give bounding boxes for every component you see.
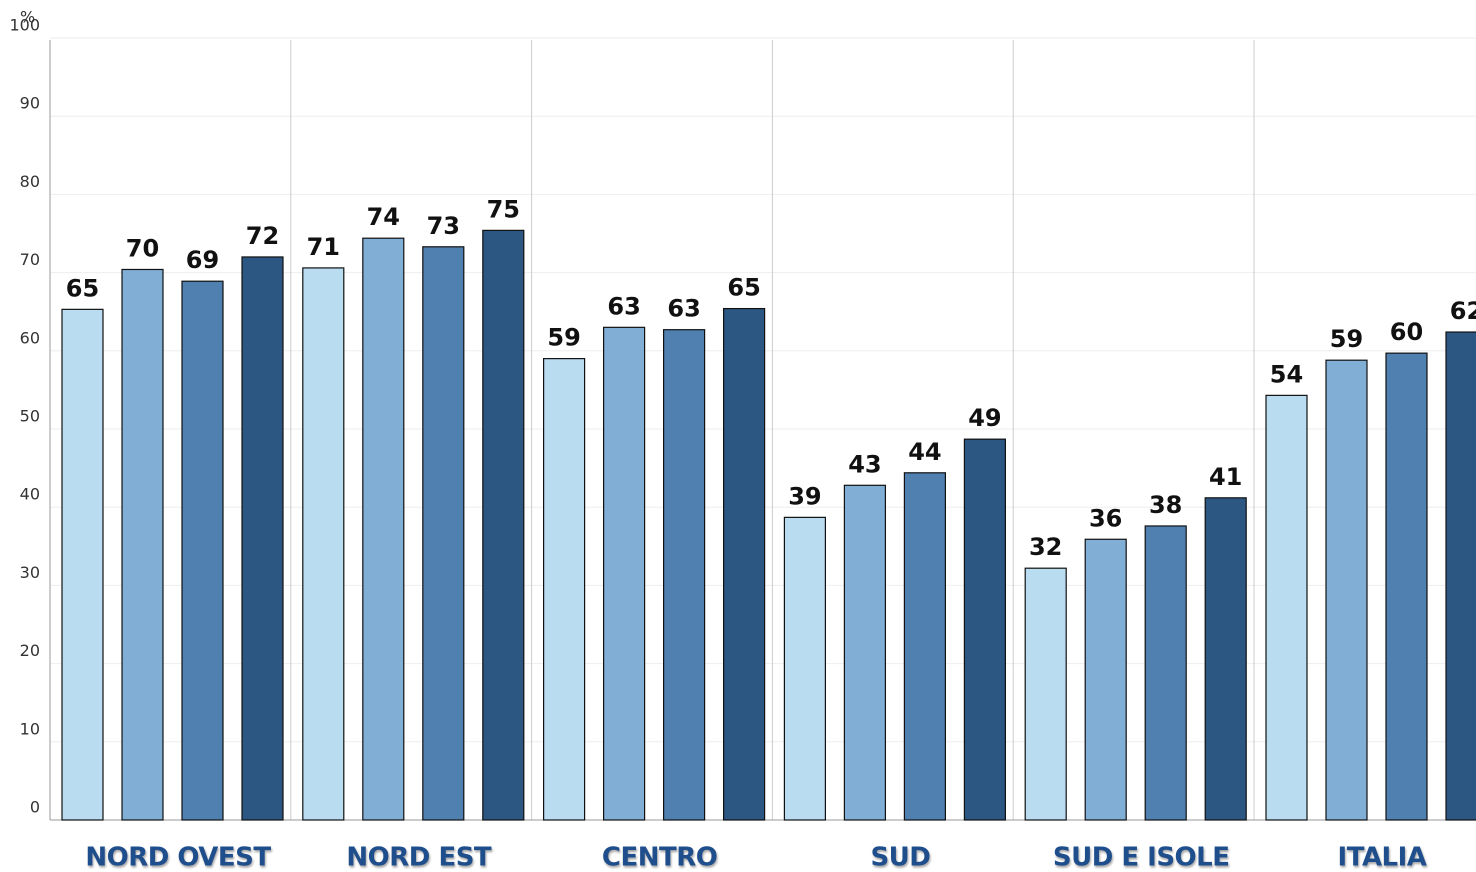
bar: [662, 329, 706, 821]
bar: [121, 268, 164, 821]
bar: [1084, 538, 1127, 821]
bar: [241, 256, 284, 821]
bar: [181, 280, 224, 821]
value-label: 60: [1390, 318, 1423, 346]
value-label: 74: [367, 203, 400, 231]
value-label: 59: [547, 324, 580, 352]
x-tick-label: SUD: [870, 843, 930, 872]
bar: [1445, 331, 1476, 821]
bar: [1385, 352, 1428, 821]
value-label: 44: [908, 438, 941, 466]
x-tick-label: NORD EST: [346, 843, 492, 872]
value-label: 38: [1149, 491, 1182, 519]
bar: [61, 308, 104, 821]
y-tick-label: 100: [9, 16, 40, 35]
bar: [1204, 497, 1247, 821]
value-label: 70: [126, 234, 159, 262]
value-label: 69: [186, 246, 219, 274]
bar: [482, 229, 525, 821]
y-tick-label: 90: [20, 94, 40, 113]
value-label: 32: [1029, 533, 1062, 561]
bar: [422, 246, 465, 821]
value-label: 65: [66, 274, 99, 302]
bar: [1325, 359, 1368, 821]
y-tick-label: 70: [20, 250, 40, 269]
bar: [302, 267, 345, 821]
y-tick-label: 40: [20, 485, 40, 504]
value-label: 62: [1450, 297, 1476, 325]
x-tick-label: ITALIA: [1338, 843, 1427, 872]
value-label: 71: [307, 233, 340, 261]
y-tick-label: 30: [20, 563, 40, 582]
bar: [722, 307, 766, 821]
bar: [362, 237, 405, 821]
bar: [602, 326, 646, 821]
bar: [783, 516, 827, 821]
y-tick-label: 80: [20, 172, 40, 191]
bar: [1144, 525, 1187, 821]
y-tick-label: 20: [20, 641, 40, 660]
value-label: 59: [1330, 325, 1363, 353]
value-label: 73: [427, 212, 460, 240]
value-label: 39: [788, 482, 821, 510]
y-tick-label: 0: [30, 798, 40, 817]
value-label: 41: [1209, 463, 1242, 491]
value-label: 43: [848, 450, 881, 478]
bar: [1265, 394, 1308, 821]
y-tick-label: 10: [20, 719, 40, 738]
x-tick-label: SUD E ISOLE: [1053, 843, 1230, 872]
bar: [963, 438, 1007, 821]
value-label: 72: [246, 222, 279, 250]
bar: [843, 484, 887, 821]
value-label: 49: [968, 404, 1001, 432]
y-axis-label: %: [20, 8, 35, 27]
value-label: 65: [727, 274, 760, 302]
x-tick-label: NORD OVEST: [85, 843, 271, 872]
bar: [542, 358, 586, 821]
bar: [1024, 567, 1067, 821]
y-tick-label: 60: [20, 328, 40, 347]
value-label: 63: [667, 295, 700, 323]
value-label: 75: [487, 195, 520, 223]
value-label: 36: [1089, 504, 1122, 532]
value-label: 63: [607, 292, 640, 320]
y-tick-label: 50: [20, 407, 40, 426]
x-tick-label: CENTRO: [602, 843, 717, 872]
value-label: 54: [1270, 360, 1303, 388]
bar: [903, 472, 947, 821]
